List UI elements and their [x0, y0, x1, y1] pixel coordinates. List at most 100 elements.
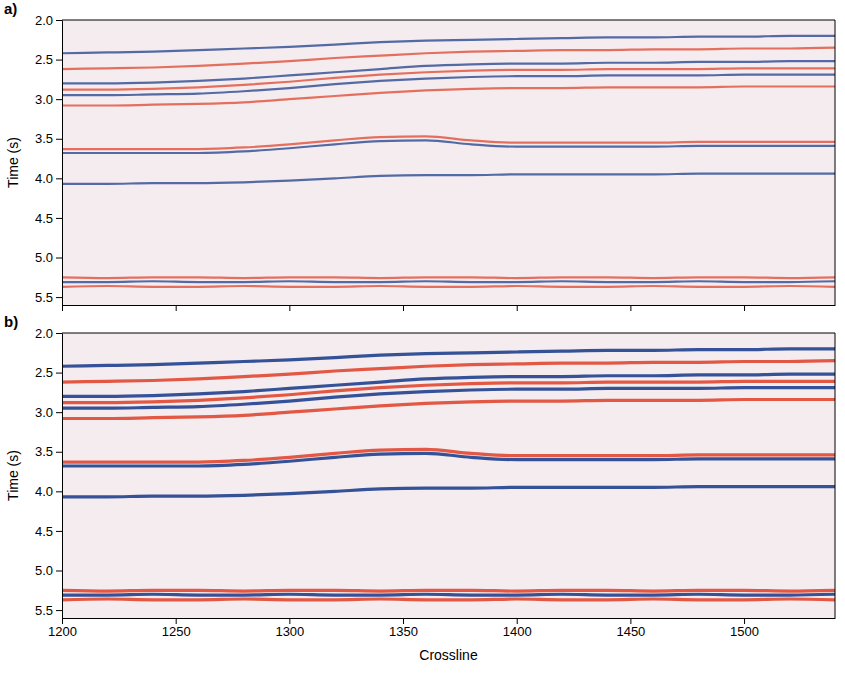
y-tick: 5.0	[35, 250, 62, 265]
x-axis: 1200 1250 1300 1350 1400 1450 1500	[48, 618, 835, 639]
x-axis-line	[63, 618, 836, 619]
x-axis-title: Crossline	[419, 647, 478, 663]
x-tick: 1450	[616, 618, 645, 639]
y-tick-mark	[56, 297, 62, 298]
reflectors	[62, 36, 835, 287]
y-tick-mark	[56, 412, 62, 413]
y-tick: 3.0	[35, 405, 62, 420]
y-tick-mark	[56, 139, 62, 140]
y-axis-title: Time (s)	[5, 137, 21, 188]
x-tick	[62, 305, 63, 311]
y-tick-label: 3.5	[35, 444, 53, 459]
y-tick-label: 4.5	[35, 211, 53, 226]
x-tick-label: 1400	[503, 624, 532, 639]
panel-letter: a)	[4, 0, 17, 17]
frame	[62, 333, 835, 334]
x-tick-mark	[403, 618, 404, 624]
reflector-line	[62, 36, 835, 53]
x-tick-mark	[62, 305, 63, 311]
reflector-line	[62, 87, 835, 106]
panel: 2.0 2.5 3.0 3.5 4.0 4.5 5.0 5.5	[35, 13, 836, 311]
x-tick-mark	[289, 618, 290, 624]
reflector-line	[62, 174, 835, 184]
y-tick: 2.0	[35, 13, 62, 28]
x-tick-label: 1250	[162, 624, 191, 639]
frame	[835, 20, 836, 305]
y-axis-title: Time (s)	[5, 450, 21, 501]
y-tick: 4.0	[35, 171, 62, 186]
y-tick-mark	[56, 60, 62, 61]
y-tick-mark	[56, 452, 62, 453]
panel-letter: b)	[4, 313, 18, 330]
y-tick-label: 4.0	[35, 484, 53, 499]
x-tick: 1400	[503, 618, 532, 639]
y-tick: 4.5	[35, 524, 62, 539]
y-tick-label: 2.5	[35, 52, 53, 67]
y-tick: 2.5	[35, 365, 62, 380]
y-tick-label: 3.5	[35, 131, 53, 146]
y-tick-label: 2.0	[35, 326, 53, 341]
x-tick: 1500	[730, 618, 759, 639]
x-tick-mark	[630, 618, 631, 624]
y-tick-mark	[56, 258, 62, 259]
reflector-line	[62, 453, 835, 466]
reflector-line	[62, 593, 835, 597]
y-tick-label: 4.0	[35, 171, 53, 186]
x-tick-mark	[176, 305, 177, 311]
x-tick-mark	[517, 618, 518, 624]
x-axis	[63, 305, 836, 311]
y-tick: 3.0	[35, 92, 62, 107]
x-tick-label: 1350	[389, 624, 418, 639]
y-tick-mark	[56, 610, 62, 611]
y-tick-label: 2.5	[35, 365, 53, 380]
frame	[835, 333, 836, 618]
reflector-line	[62, 597, 835, 601]
reflector-line	[62, 276, 835, 279]
y-tick: 4.0	[35, 484, 62, 499]
y-tick: 5.5	[35, 290, 62, 305]
y-tick-mark	[56, 178, 62, 179]
reflector-line	[62, 285, 835, 288]
y-tick-label: 2.0	[35, 13, 53, 28]
x-tick: 1200	[48, 618, 77, 639]
y-tick: 4.5	[35, 211, 62, 226]
y-tick-label: 5.5	[35, 603, 53, 618]
y-axis: 2.0 2.5 3.0 3.5 4.0 4.5 5.0 5.5	[35, 326, 63, 619]
x-tick	[176, 305, 177, 311]
x-tick: 1250	[162, 618, 191, 639]
reflectors	[62, 349, 835, 600]
x-tick	[517, 305, 518, 311]
y-tick-label: 3.0	[35, 92, 53, 107]
reflector-line	[62, 140, 835, 153]
reflector-line	[62, 589, 835, 593]
reflector-line	[62, 349, 835, 366]
x-tick-mark	[403, 305, 404, 311]
y-tick: 5.0	[35, 563, 62, 578]
x-tick-label: 1200	[48, 624, 77, 639]
y-tick: 2.5	[35, 52, 62, 67]
x-tick-mark	[517, 305, 518, 311]
y-tick-mark	[56, 333, 62, 334]
y-tick-label: 5.0	[35, 563, 53, 578]
frame	[62, 20, 835, 21]
figure: 2.02.53.03.54.04.55.05.5Time (s)a)120012…	[0, 0, 845, 685]
y-tick-mark	[56, 218, 62, 219]
x-tick	[289, 305, 290, 311]
x-axis-line	[63, 305, 836, 306]
y-tick: 5.5	[35, 603, 62, 618]
x-tick	[630, 305, 631, 311]
reflector-line	[62, 388, 835, 409]
y-tick-mark	[56, 531, 62, 532]
x-tick	[403, 305, 404, 311]
y-tick-label: 5.5	[35, 290, 53, 305]
y-tick-mark	[56, 491, 62, 492]
y-tick-label: 3.0	[35, 405, 53, 420]
y-tick: 3.5	[35, 131, 62, 146]
reflector-line	[62, 280, 835, 283]
plot-background	[62, 333, 835, 618]
plot-background	[62, 20, 835, 305]
reflector-line	[62, 400, 835, 419]
x-tick-mark	[289, 305, 290, 311]
y-tick: 2.0	[35, 326, 62, 341]
x-tick: 1300	[275, 618, 304, 639]
